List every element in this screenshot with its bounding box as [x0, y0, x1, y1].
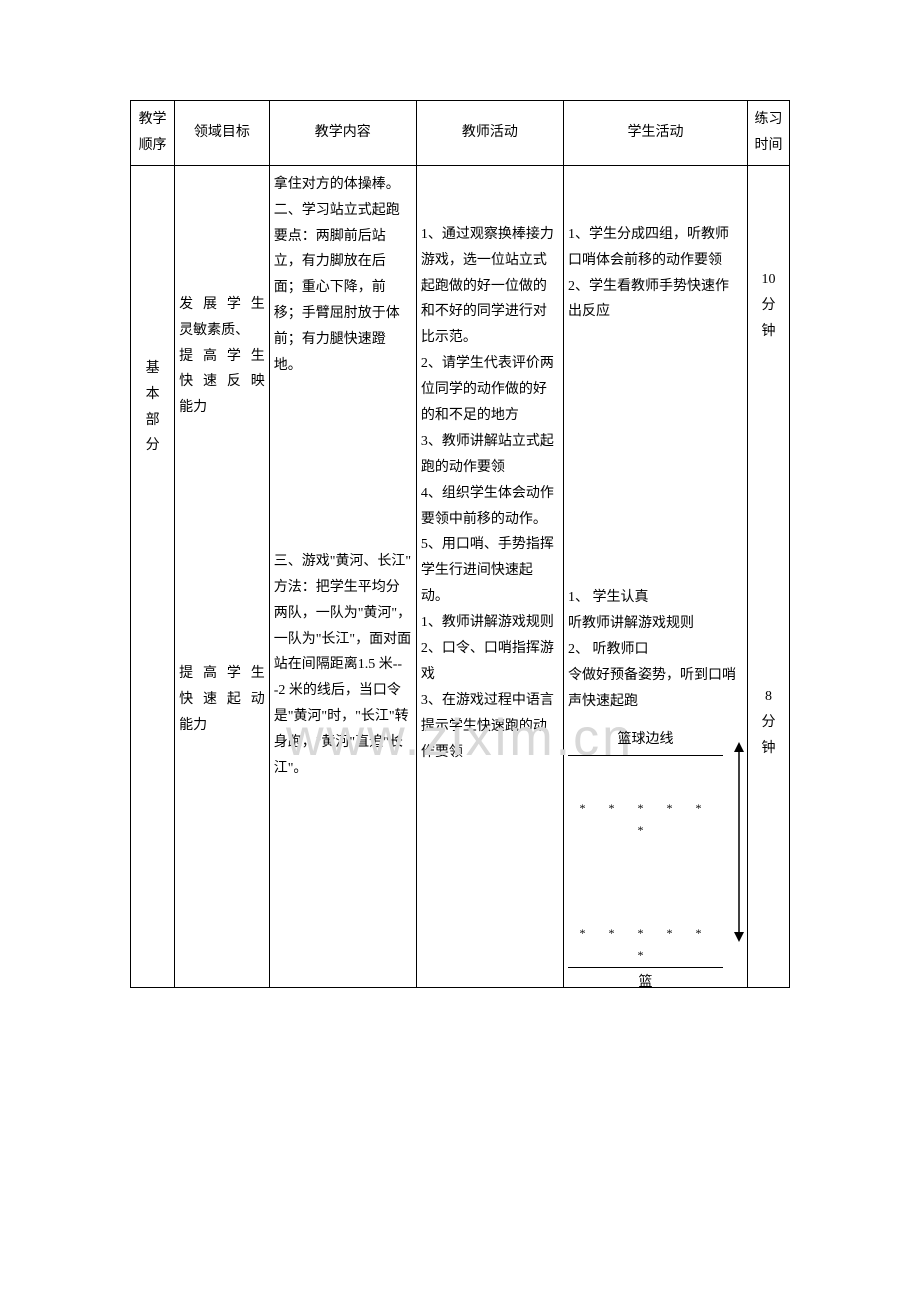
header-time-text: 练习时间	[754, 112, 782, 153]
header-teacher: 教师活动	[416, 101, 563, 166]
student-cell: 1、学生分成四组，听教师口哨体会前移的动作要领 2、学生看教师手势快速作出反应 …	[564, 165, 748, 987]
teacher-1: 1、通过观察换棒接力游戏，选一位站立式起跑做的好一位做的和不好的同学进行对比示范…	[421, 222, 559, 351]
header-seq-text: 教学顺序	[139, 112, 167, 153]
teacher-8: 3、在游戏过程中语言提示学生快速跑的动作要领	[421, 688, 559, 766]
goal2-line1: 提高学生	[179, 661, 265, 687]
teacher-2: 2、请学生代表评价两位同学的动作做的好的和不足的地方	[421, 351, 559, 429]
diagram-top-label: 篮球边线	[568, 727, 723, 756]
goal-cell: 发展学生 灵敏素质、 提高学生 快速反映 能力 提高学生 快速起动 能力	[175, 165, 270, 987]
goal1-line4: 快速反映	[179, 369, 265, 395]
goal2-line2: 快速起动	[179, 687, 265, 713]
table-body-row: 基本部分 发展学生 灵敏素质、 提高学生 快速反映 能力 提高学生 快速起动 能…	[131, 165, 790, 987]
arrow-down-icon	[732, 842, 746, 942]
header-teacher-text: 教师活动	[462, 125, 518, 140]
teacher-7: 2、口令、口哨指挥游戏	[421, 636, 559, 688]
lesson-plan-table: 教学顺序 领域目标 教学内容 教师活动 学生活动 练习时间 基本部分	[130, 100, 790, 988]
teacher-3: 3、教师讲解站立式起跑的动作要领	[421, 429, 559, 481]
goal1-line2: 灵敏素质、	[179, 318, 265, 344]
header-goal: 领域目标	[175, 101, 270, 166]
student-1: 1、学生分成四组，听教师口哨体会前移的动作要领	[568, 222, 743, 274]
content-3: 要点：两脚前后站立，有力脚放在后面；重心下降，前移；手臂屈肘放于体前；有力腿快速…	[274, 224, 412, 379]
time-2: 8分钟	[752, 684, 785, 762]
header-seq: 教学顺序	[131, 101, 175, 166]
time-1: 10分钟	[752, 267, 785, 345]
student-2: 2、学生看教师手势快速作出反应	[568, 274, 743, 326]
content-4: 三、游戏"黄河、长江"	[274, 549, 412, 575]
formation-diagram: 篮球边线 * * * * * * * * * * * * 篮	[568, 727, 743, 987]
diagram-stars-row1: * * * * * *	[568, 797, 723, 841]
teacher-4: 4、组织学生体会动作要领中前移的动作。	[421, 481, 559, 533]
student-6: 令做好预备姿势，听到口哨声快速起跑	[568, 663, 743, 715]
time-cell: 10分钟 8分钟	[747, 165, 789, 987]
content-cell: 拿住对方的体操棒。 二、学习站立式起跑 要点：两脚前后站立，有力脚放在后面；重心…	[269, 165, 416, 987]
content-5: 方法：把学生平均分两队，一队为"黄河"，一队为"长江"，面对面站在间隔距离1.5…	[274, 575, 412, 782]
teacher-cell: 1、通过观察换棒接力游戏，选一位站立式起跑做的好一位做的和不好的同学进行对比示范…	[416, 165, 563, 987]
diagram-bottom-label: 篮	[568, 967, 723, 996]
section-cell: 基本部分	[131, 165, 175, 987]
student-3: 1、 学生认真	[568, 585, 743, 611]
goal1-line3: 提高学生	[179, 344, 265, 370]
arrow-up-icon	[732, 742, 746, 842]
diagram-stars-row2: * * * * * *	[568, 922, 723, 966]
student-4: 听教师讲解游戏规则	[568, 611, 743, 637]
student-5: 2、 听教师口	[568, 637, 743, 663]
header-student: 学生活动	[564, 101, 748, 166]
goal2-line3: 能力	[179, 713, 265, 739]
header-goal-text: 领域目标	[194, 125, 250, 140]
content-1: 拿住对方的体操棒。	[274, 172, 412, 198]
teacher-6: 1、教师讲解游戏规则	[421, 610, 559, 636]
content-2: 二、学习站立式起跑	[274, 198, 412, 224]
table-header-row: 教学顺序 领域目标 教学内容 教师活动 学生活动 练习时间	[131, 101, 790, 166]
section-label: 基本部分	[135, 356, 170, 460]
goal1-line1: 发展学生	[179, 292, 265, 318]
goal1-line5: 能力	[179, 395, 265, 421]
header-time: 练习时间	[747, 101, 789, 166]
header-content: 教学内容	[269, 101, 416, 166]
teacher-5: 5、用口哨、手势指挥学生行进间快速起动。	[421, 532, 559, 610]
header-content-text: 教学内容	[315, 125, 371, 140]
header-student-text: 学生活动	[627, 125, 683, 140]
